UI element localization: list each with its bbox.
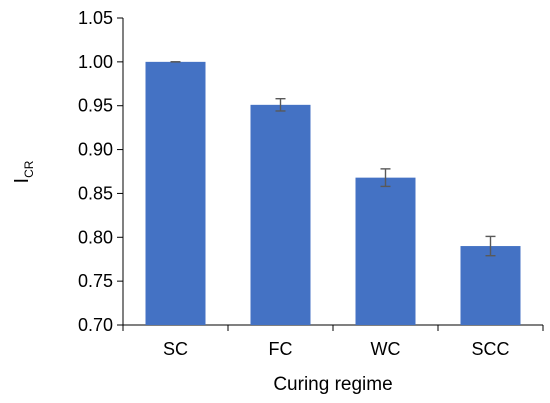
x-tick-label-scc: SCC xyxy=(471,339,509,359)
y-tick-label: 1.05 xyxy=(78,8,113,28)
x-axis-title: Curing regime xyxy=(273,374,392,395)
y-tick-label: 1.00 xyxy=(78,52,113,72)
x-tick-label-sc: SC xyxy=(163,339,188,359)
error-bar-scc xyxy=(485,235,496,257)
y-tick-label: 0.95 xyxy=(78,96,113,116)
error-bars-layer xyxy=(170,61,496,257)
y-tick-label: 0.70 xyxy=(78,315,113,335)
x-tick-label-wc: WC xyxy=(371,339,401,359)
error-bar-fc xyxy=(275,97,286,112)
error-bar-wc xyxy=(380,168,391,188)
bar-sc xyxy=(145,61,206,325)
y-tick-label: 0.85 xyxy=(78,183,113,203)
bar-fc xyxy=(250,104,311,325)
y-tick-label: 0.90 xyxy=(78,140,113,160)
y-axis-title-subscript: CR xyxy=(22,160,36,178)
bars-layer xyxy=(145,61,521,325)
bar-scc xyxy=(460,246,521,325)
y-tick-label: 0.75 xyxy=(78,271,113,291)
labels-layer: 0.70 0.75 0.80 0.85 0.90 0.95 1.00 1.05 SC FC WC SC… xyxy=(78,8,510,359)
y-axis-title-main: I xyxy=(11,178,33,184)
y-tick-label: 0.80 xyxy=(78,227,113,247)
x-tick-label-fc: FC xyxy=(269,339,293,359)
y-axis-title: ICR xyxy=(11,160,36,183)
bar-wc xyxy=(355,177,416,325)
